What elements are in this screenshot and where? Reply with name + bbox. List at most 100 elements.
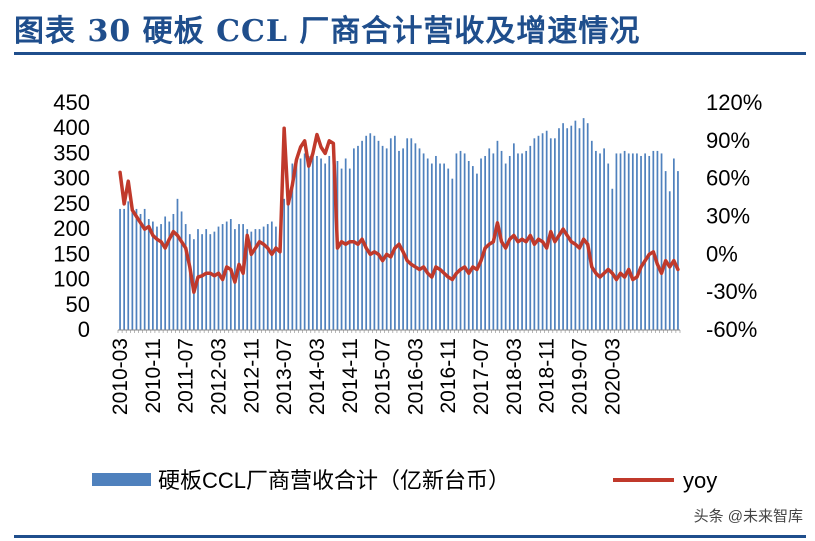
bar <box>430 163 433 330</box>
bar <box>320 158 322 330</box>
bar <box>418 148 421 330</box>
watermark: 头条 @未来智库 <box>694 507 803 525</box>
bar <box>562 123 564 331</box>
bar <box>266 224 269 330</box>
bar <box>652 150 655 330</box>
bar <box>156 226 158 330</box>
bar <box>238 224 240 330</box>
bar <box>611 188 614 330</box>
bar <box>422 153 425 330</box>
bar <box>365 135 368 330</box>
bar <box>283 198 285 330</box>
y-left-tick-label: 200 <box>53 216 90 241</box>
bar <box>377 140 380 330</box>
y-left-tick-label: 100 <box>53 267 90 292</box>
y-right-tick-label: 60% <box>706 166 750 191</box>
bar <box>590 140 593 330</box>
bottom-divider <box>14 535 806 538</box>
bar <box>476 173 478 330</box>
bar <box>599 153 601 330</box>
x-tick-label: 2015-07 <box>372 338 395 415</box>
bar <box>291 163 294 330</box>
bar <box>311 153 314 330</box>
x-tick-label: 2014-03 <box>306 338 329 415</box>
bar <box>414 143 417 330</box>
y-right-tick-label: 30% <box>706 204 750 229</box>
title-divider <box>14 52 806 55</box>
bar <box>402 148 404 330</box>
bar <box>631 153 634 330</box>
x-tick-label: 2010-11 <box>142 338 165 414</box>
legend-line-label: yoy <box>683 468 717 493</box>
bar <box>558 128 560 330</box>
y-right-tick-label: -60% <box>706 317 757 342</box>
bar <box>217 226 220 330</box>
y-right-tick-label: -30% <box>706 279 757 304</box>
bar <box>398 150 400 330</box>
bar <box>627 153 630 330</box>
bar <box>340 168 343 330</box>
bar <box>209 234 212 330</box>
bar <box>570 125 573 330</box>
bar <box>201 234 203 330</box>
y-left-tick-label: 450 <box>53 90 90 115</box>
x-tick-label: 2010-03 <box>109 338 132 415</box>
bar <box>426 158 429 330</box>
x-tick-label: 2013-07 <box>273 338 296 415</box>
bar <box>369 133 372 330</box>
bar <box>119 208 121 330</box>
x-tick-label: 2018-03 <box>503 338 526 415</box>
bar <box>152 221 154 330</box>
bar <box>435 155 437 330</box>
y-left-tick-label: 50 <box>66 292 90 317</box>
bar <box>168 221 171 330</box>
bar <box>188 234 191 330</box>
bar <box>184 224 187 330</box>
y-left-tick-label: 350 <box>53 140 90 165</box>
bar <box>406 138 409 330</box>
y-left-tick-label: 250 <box>53 191 90 216</box>
bar <box>439 163 441 330</box>
bar <box>463 153 466 330</box>
bar <box>664 171 667 330</box>
bar <box>389 138 392 330</box>
bar <box>607 163 610 330</box>
bar <box>566 128 569 330</box>
bar <box>262 226 265 330</box>
bar <box>603 148 605 330</box>
bar <box>443 163 445 330</box>
x-tick-label: 2016-11 <box>437 338 460 414</box>
bar <box>348 168 351 330</box>
bar <box>332 163 335 330</box>
bar <box>394 135 396 330</box>
x-tick-label: 2012-11 <box>240 338 263 414</box>
bar <box>254 229 257 330</box>
bar <box>316 155 318 330</box>
bar <box>586 123 589 331</box>
bar <box>644 153 646 330</box>
x-tick-label: 2016-03 <box>404 338 427 415</box>
bar <box>496 140 499 330</box>
legend-bar-label: 硬板CCL厂商营收合计（亿新台币） <box>158 468 510 493</box>
bar <box>582 118 585 330</box>
x-tick-label: 2018-11 <box>536 338 559 414</box>
bar <box>279 229 281 330</box>
bar <box>324 163 327 330</box>
bar <box>357 145 359 330</box>
bar <box>131 206 134 330</box>
bar <box>258 229 261 330</box>
bar <box>135 208 138 330</box>
legend-layer: 硬板CCL厂商营收合计（亿新台币） yoy <box>92 468 717 493</box>
bar <box>623 150 626 330</box>
x-tick-label: 2014-11 <box>339 338 362 414</box>
y-left-tick-label: 0 <box>78 317 90 342</box>
bar <box>180 211 183 330</box>
bar <box>176 198 179 330</box>
y-left-tick-label: 150 <box>53 241 90 266</box>
bar <box>521 153 523 330</box>
bar <box>467 161 470 330</box>
legend-bar-swatch <box>92 473 151 486</box>
bar <box>303 153 306 330</box>
bar <box>595 150 597 330</box>
y-right-tick-label: 120% <box>706 90 762 115</box>
